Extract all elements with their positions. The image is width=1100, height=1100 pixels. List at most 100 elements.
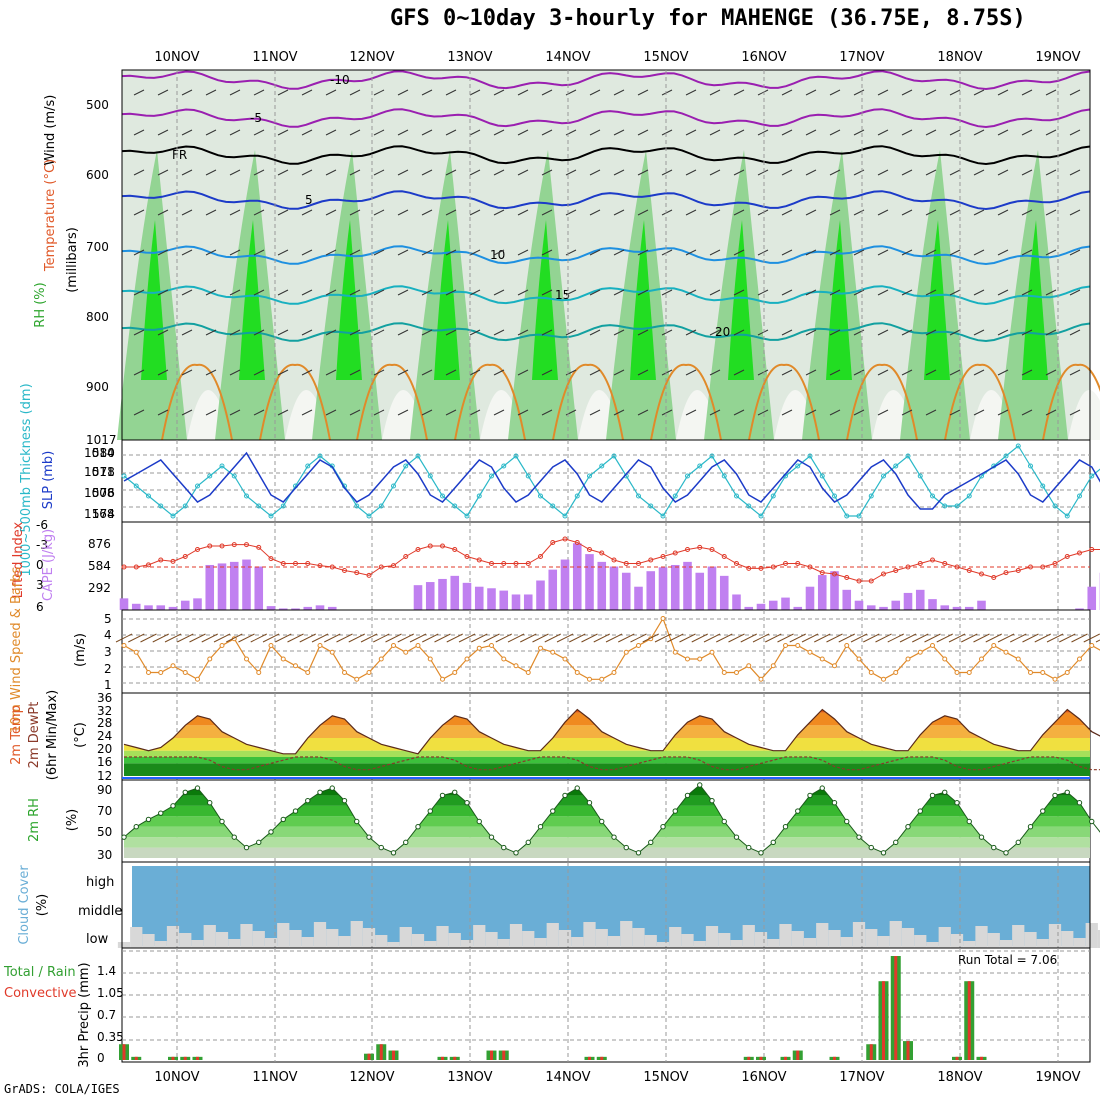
wind-barb bbox=[997, 289, 1009, 296]
temp-contour bbox=[121, 322, 1091, 343]
wind-barb bbox=[373, 329, 385, 336]
wind-speed-point bbox=[354, 676, 360, 682]
wind-barb bbox=[877, 329, 889, 336]
wind-barb bbox=[421, 329, 433, 336]
wind-speed-point bbox=[219, 643, 225, 648]
wind-barb bbox=[1069, 329, 1081, 336]
rh-point bbox=[268, 829, 274, 835]
wind-barb bbox=[1021, 129, 1033, 136]
warm-contour bbox=[944, 363, 1016, 441]
wind-barb bbox=[445, 249, 457, 256]
cloud-level-label: middle bbox=[78, 904, 122, 919]
contour-label: -5 bbox=[250, 111, 262, 125]
wind-speed-point bbox=[636, 643, 641, 648]
cape-bar bbox=[903, 592, 913, 610]
surface-barb bbox=[850, 633, 868, 643]
rh-plume-core bbox=[924, 220, 950, 380]
wind-barb bbox=[325, 89, 337, 96]
wind-barb bbox=[661, 329, 673, 336]
wind-barb bbox=[757, 329, 769, 336]
li-point bbox=[905, 564, 911, 570]
low-cloud bbox=[240, 924, 253, 948]
wind-barb bbox=[421, 409, 433, 416]
date-label-top: 16NOV bbox=[741, 50, 786, 65]
wind-barb bbox=[613, 249, 625, 256]
wind-barb bbox=[589, 209, 601, 216]
wind-barb bbox=[997, 369, 1009, 376]
li-point bbox=[207, 543, 213, 549]
low-cloud bbox=[693, 941, 706, 948]
thickness-point bbox=[856, 513, 862, 519]
wind-barb bbox=[325, 289, 337, 296]
rh-point bbox=[623, 844, 629, 851]
rh-point bbox=[390, 850, 397, 856]
wind-speed-point bbox=[783, 643, 788, 648]
thickness-point bbox=[660, 513, 666, 519]
surface-barb bbox=[201, 633, 218, 643]
convective-bar bbox=[379, 1044, 383, 1060]
wind-barb bbox=[1021, 289, 1033, 296]
surface-barb bbox=[997, 633, 1015, 643]
wind-barb bbox=[157, 89, 169, 96]
wind-barb bbox=[853, 249, 865, 256]
thickness-point bbox=[452, 503, 458, 509]
wind-barb bbox=[421, 209, 433, 216]
wind-barb bbox=[181, 209, 193, 216]
wind-barb bbox=[541, 289, 553, 296]
thickness-point bbox=[770, 493, 776, 499]
thickness-point bbox=[636, 493, 641, 499]
low-cloud bbox=[301, 937, 314, 948]
wind-barb bbox=[709, 249, 721, 256]
wind-barb bbox=[613, 209, 625, 216]
wind-barb bbox=[445, 169, 457, 176]
dewpt-line bbox=[124, 756, 1100, 771]
wind-barb bbox=[877, 409, 889, 416]
wind-barb bbox=[157, 209, 169, 216]
surface-barb bbox=[789, 633, 806, 643]
temp-contour bbox=[121, 108, 1091, 129]
wind-barb bbox=[901, 329, 913, 336]
rh-point bbox=[121, 834, 127, 840]
wind-barb bbox=[829, 409, 841, 416]
wind-speed-point bbox=[917, 649, 923, 655]
thickness-point bbox=[672, 493, 678, 499]
wind-barb bbox=[1045, 369, 1057, 376]
precip-frame bbox=[121, 947, 1091, 1063]
thickness-point bbox=[844, 513, 850, 519]
date-label-top: 13NOV bbox=[447, 50, 492, 65]
wind-label-unit: (m/s) bbox=[73, 633, 88, 667]
wind-barb bbox=[613, 129, 625, 136]
surface-barb bbox=[544, 633, 561, 643]
surface-barb bbox=[838, 633, 855, 643]
cape-label-cape: CAPE (J/kg) bbox=[41, 529, 56, 601]
rh-point bbox=[819, 785, 825, 791]
temp-contour bbox=[121, 70, 1091, 91]
rh-point bbox=[831, 800, 838, 806]
rh-plume-core bbox=[532, 220, 558, 380]
li-line bbox=[124, 538, 1100, 582]
wind-barb bbox=[589, 89, 601, 96]
wind-barb bbox=[469, 89, 481, 96]
low-cloud bbox=[1012, 925, 1025, 948]
wind-barb bbox=[277, 169, 289, 176]
wind-barb bbox=[709, 89, 721, 96]
wind-barb bbox=[421, 89, 433, 96]
low-cloud bbox=[117, 942, 131, 948]
rh-point bbox=[917, 808, 923, 814]
wind-barb bbox=[709, 289, 721, 296]
surface-barb bbox=[115, 633, 133, 643]
wind-speed-point bbox=[440, 676, 445, 682]
wind-barb bbox=[493, 409, 505, 416]
rh-point bbox=[991, 844, 997, 851]
wind-barb bbox=[589, 169, 601, 176]
wind-speed-point bbox=[746, 663, 752, 669]
wind-speed-point bbox=[623, 649, 629, 655]
wind-speed-point bbox=[1028, 670, 1033, 675]
cape-bar bbox=[781, 597, 790, 610]
wind-speed-point bbox=[146, 670, 151, 675]
li-point bbox=[305, 561, 311, 566]
wind-barb bbox=[997, 89, 1009, 96]
wind-speed-point bbox=[685, 656, 690, 662]
surface-barb bbox=[360, 633, 378, 643]
low-cloud bbox=[130, 927, 143, 948]
